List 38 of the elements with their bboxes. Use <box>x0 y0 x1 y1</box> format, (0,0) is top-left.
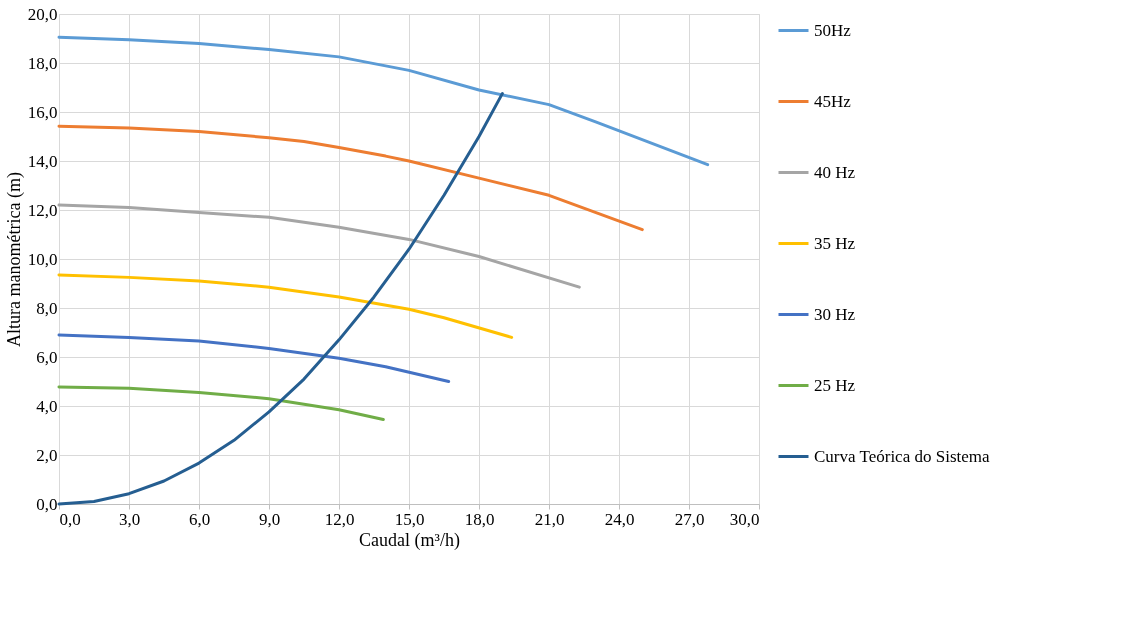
x-tick-label: 3,0 <box>118 509 141 529</box>
x-axis-title: Caudal (m³/h) <box>359 529 460 551</box>
legend-label: 25 Hz <box>814 375 856 395</box>
y-axis-title: Altura manométrica (m) <box>3 172 25 347</box>
legend-label: 30 Hz <box>814 304 856 324</box>
y-tick-label: 18,0 <box>27 53 58 73</box>
legend-label: 40 Hz <box>814 162 856 182</box>
line-series <box>57 92 504 506</box>
y-tick-label: 14,0 <box>27 151 58 171</box>
x-tick-label: 21,0 <box>534 509 565 529</box>
line-series <box>57 203 581 289</box>
y-tick-label: 10,0 <box>27 249 58 269</box>
x-tick-label: 12,0 <box>324 509 355 529</box>
legend-label: Curva Teórica do Sistema <box>814 446 990 466</box>
legend-label: 50Hz <box>814 20 852 40</box>
y-tick-label: 0,0 <box>36 494 58 514</box>
y-tick-label: 2,0 <box>36 445 58 465</box>
y-tick-label: 8,0 <box>36 298 58 318</box>
x-tick-label: 15,0 <box>394 509 425 529</box>
y-tick-label: 6,0 <box>36 347 58 367</box>
x-tick-label: 24,0 <box>604 509 635 529</box>
y-tick-label: 12,0 <box>27 200 58 220</box>
line-series <box>57 35 710 167</box>
x-tick-label: 6,0 <box>188 509 211 529</box>
line-series <box>57 273 514 339</box>
x-tick-label: 30,0 <box>729 509 760 529</box>
line-series <box>57 385 385 421</box>
x-tick-label: 27,0 <box>674 509 705 529</box>
line-series <box>57 333 451 383</box>
y-tick-label: 4,0 <box>36 396 58 416</box>
legend-label: 35 Hz <box>814 233 856 253</box>
y-tick-label: 16,0 <box>27 102 58 122</box>
y-tick-label: 20,0 <box>27 4 58 24</box>
x-tick-label: 18,0 <box>464 509 495 529</box>
x-tick-label: 0,0 <box>59 509 81 529</box>
legend-label: 45Hz <box>814 91 852 111</box>
line-series <box>57 124 644 232</box>
x-tick-label: 9,0 <box>258 509 281 529</box>
